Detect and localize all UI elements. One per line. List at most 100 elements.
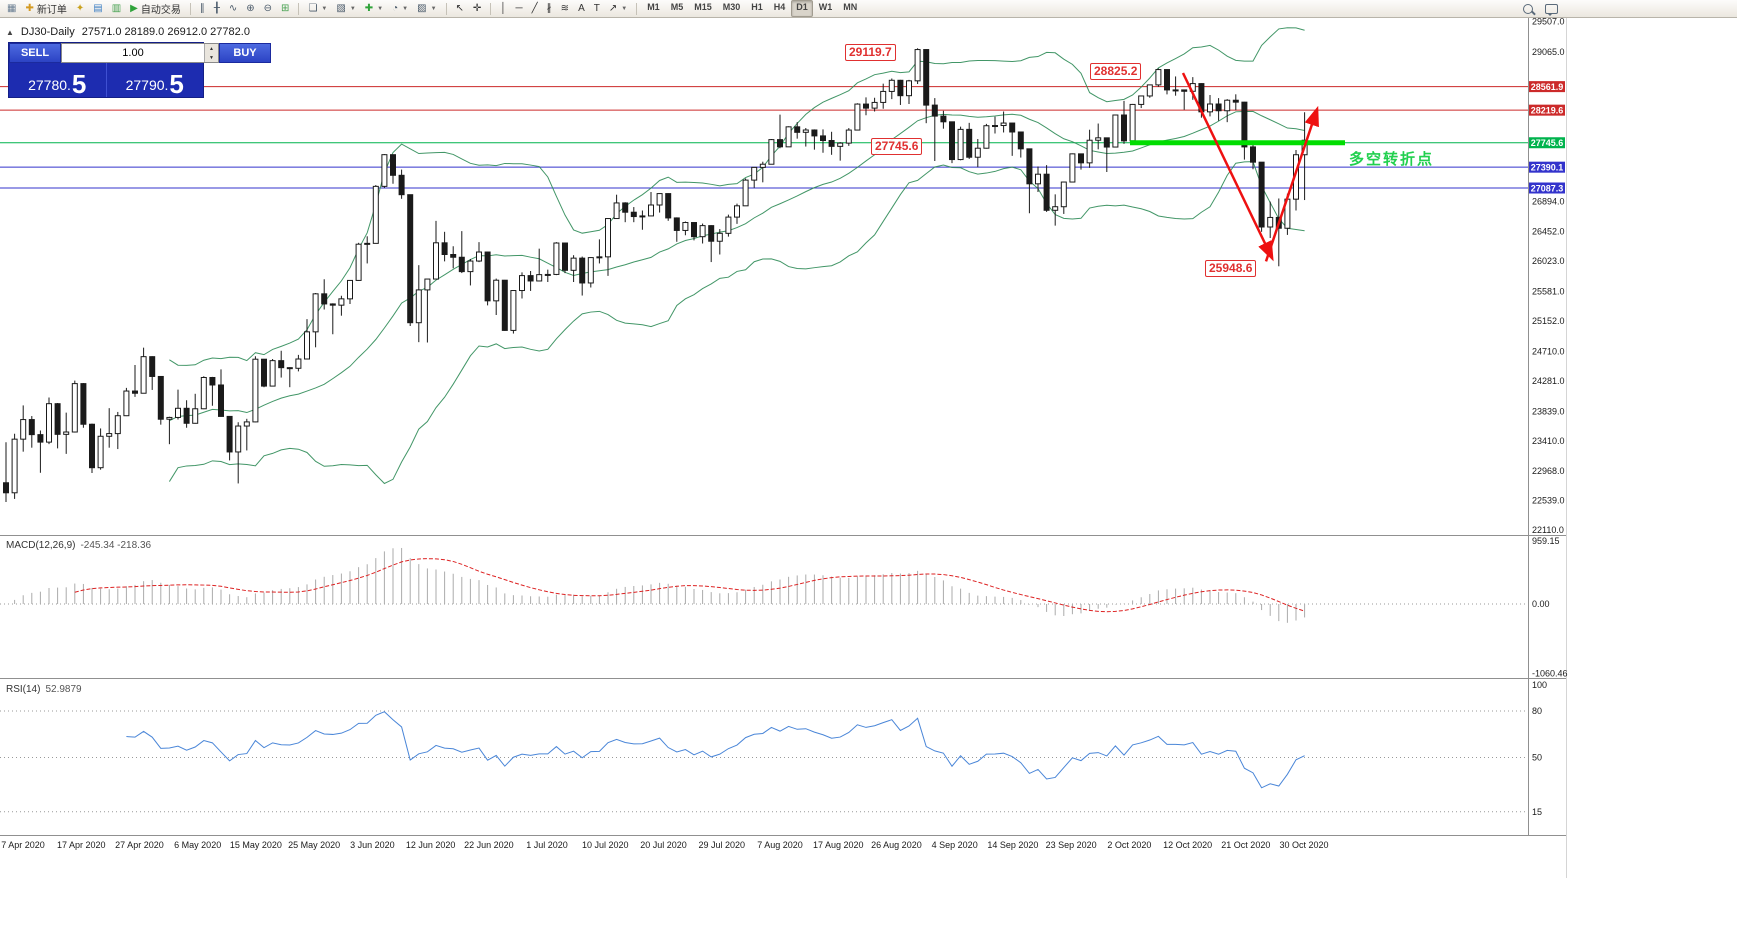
price-line-label-chip: 27390.1 <box>1529 161 1565 173</box>
volume-up-button[interactable]: ▲ <box>205 44 218 53</box>
tile-windows-icon: ⊞ <box>281 2 290 14</box>
candle <box>1060 181 1067 208</box>
candle <box>1181 89 1188 92</box>
candle <box>751 166 758 181</box>
timeframe-button-m15[interactable]: M15 <box>694 2 712 12</box>
timeframe-button-h4[interactable]: H4 <box>773 2 786 12</box>
zoom-out-icon[interactable]: ⊖ <box>260 0 276 17</box>
annotation-september-high[interactable]: 29119.7 <box>845 44 896 61</box>
new-chart-combo[interactable]: ❏ ▼ <box>304 0 331 17</box>
indicators-combo[interactable]: ✚ ▼ <box>361 0 387 17</box>
macd-indicator-label: MACD(12,26,9) -245.34 -218.36 <box>6 540 152 551</box>
candle <box>1164 69 1170 91</box>
candle <box>200 376 207 410</box>
price-axis-label: 26894.0 <box>1532 196 1565 206</box>
horizontal-line-icon[interactable]: ─ <box>512 0 527 17</box>
timeframe-button-mn[interactable]: MN <box>843 2 858 12</box>
sell-button[interactable]: SELL <box>9 43 61 63</box>
candle <box>837 142 844 147</box>
candle <box>863 103 869 109</box>
candle <box>286 367 293 370</box>
candle <box>708 225 715 242</box>
candle <box>252 358 259 423</box>
annotation-october-low[interactable]: 25948.6 <box>1205 260 1257 277</box>
price-axis-label: 24281.0 <box>1532 376 1565 386</box>
horizontal-level-lines: 28561.9 28219.6 27745.6 27390.1 27087.3 <box>0 81 1565 194</box>
annotation-pivot-text[interactable]: 多空转折点 <box>1349 151 1435 168</box>
chart-window-icon[interactable]: ▦ <box>3 0 20 17</box>
arrows-combo[interactable]: ↗ ▼ <box>605 0 631 17</box>
crosshair-icon[interactable]: ✛ <box>469 0 485 17</box>
candle <box>1052 206 1059 211</box>
timeframe-button-h1[interactable]: H1 <box>751 2 763 12</box>
candle <box>734 205 740 218</box>
annotation-pivot-level[interactable]: 27745.6 <box>871 138 923 155</box>
candle <box>166 416 173 420</box>
candle <box>97 435 104 469</box>
candle <box>914 49 921 82</box>
candle <box>1207 103 1213 113</box>
data-window-icon[interactable]: ▥ <box>108 0 125 17</box>
autotrading-button[interactable]: ▶ 自动交易 <box>126 0 185 17</box>
one-click-collapse-button[interactable]: ▲ <box>6 27 14 37</box>
timeframe-button-w1[interactable]: W1 <box>818 2 833 12</box>
candle <box>940 115 947 123</box>
candle <box>493 279 500 302</box>
templates-combo[interactable]: ▨ ▼ <box>413 0 440 17</box>
candle <box>261 358 267 387</box>
text-label-icon[interactable]: T <box>590 0 604 17</box>
candle <box>123 390 130 417</box>
price-axis-label: 24710.0 <box>1532 346 1565 356</box>
one-click-trading-panel: SELL ▲ ▼ BUY 27780. 5 27790. 5 <box>8 42 271 98</box>
periods-combo[interactable]: ◔ ▼ <box>388 0 412 17</box>
candle <box>716 232 723 242</box>
chart-canvas[interactable]: 28561.928219.627745.627390.127087.329507… <box>0 18 1737 943</box>
candle <box>467 260 474 273</box>
candle <box>519 275 525 292</box>
bar-chart-icon[interactable]: ∥ <box>196 0 209 17</box>
candle <box>630 211 637 218</box>
rsi-axis-label: 100 <box>1532 680 1547 690</box>
profiles-icon: ▧ <box>336 2 346 14</box>
buy-price-display[interactable]: 27790. 5 <box>105 63 204 97</box>
candlestick-chart-icon[interactable]: ╂ <box>210 0 224 17</box>
timeframe-button-m30[interactable]: M30 <box>722 2 741 12</box>
zoom-in-icon[interactable]: ⊕ <box>242 0 258 17</box>
chart-region: 28561.9 28219.6 27745.6 27390.1 27087.3 29507… <box>0 18 1737 943</box>
trend-arrow-down[interactable] <box>1181 72 1274 262</box>
candle <box>1224 99 1231 112</box>
trendline-icon[interactable]: ╱ <box>528 0 542 17</box>
new-order-button[interactable]: ✚ 新订单 <box>21 0 70 17</box>
volume-input[interactable] <box>62 44 204 62</box>
candle <box>1155 69 1162 86</box>
line-chart-icon[interactable]: ∿ <box>225 0 241 17</box>
text-icon[interactable]: A <box>574 0 589 17</box>
trend-arrow-up[interactable] <box>1264 105 1319 262</box>
fibonacci-icon[interactable]: ≋ <box>557 0 573 17</box>
profiles-combo[interactable]: ▧ ▼ <box>332 0 359 17</box>
timeframe-button-m1[interactable]: M1 <box>647 2 660 12</box>
vertical-line-icon[interactable]: │ <box>496 0 510 17</box>
candle <box>820 135 826 142</box>
candle <box>742 179 749 207</box>
time-axis-label: 23 Sep 2020 <box>1046 840 1097 850</box>
market-watch-icon[interactable]: ▤ <box>89 0 106 17</box>
chat-icon[interactable] <box>1545 3 1558 16</box>
candle <box>579 257 586 284</box>
volume-down-button[interactable]: ▼ <box>205 53 218 62</box>
time-axis-label: 26 Aug 2020 <box>871 840 922 850</box>
timeframe-button-m5[interactable]: M5 <box>670 2 684 12</box>
cursor-icon[interactable]: ↖ <box>452 0 468 17</box>
annotation-october-high[interactable]: 28825.2 <box>1090 63 1142 80</box>
equidistant-channel-icon[interactable]: ∦ <box>543 0 556 17</box>
candle <box>1112 114 1119 148</box>
timeframe-button-d1[interactable]: D1 <box>791 0 813 17</box>
price-axis-label: 22110.0 <box>1532 525 1564 535</box>
search-icon[interactable] <box>1523 3 1533 14</box>
price-axis-label: 25581.0 <box>1532 287 1565 297</box>
sell-price-display[interactable]: 27780. 5 <box>9 63 106 97</box>
navigator-star-icon[interactable]: ✦ <box>72 0 88 17</box>
horizontal-line-icon: ─ <box>515 2 523 14</box>
buy-button[interactable]: BUY <box>219 43 271 63</box>
tile-windows-icon[interactable]: ⊞ <box>277 0 293 17</box>
